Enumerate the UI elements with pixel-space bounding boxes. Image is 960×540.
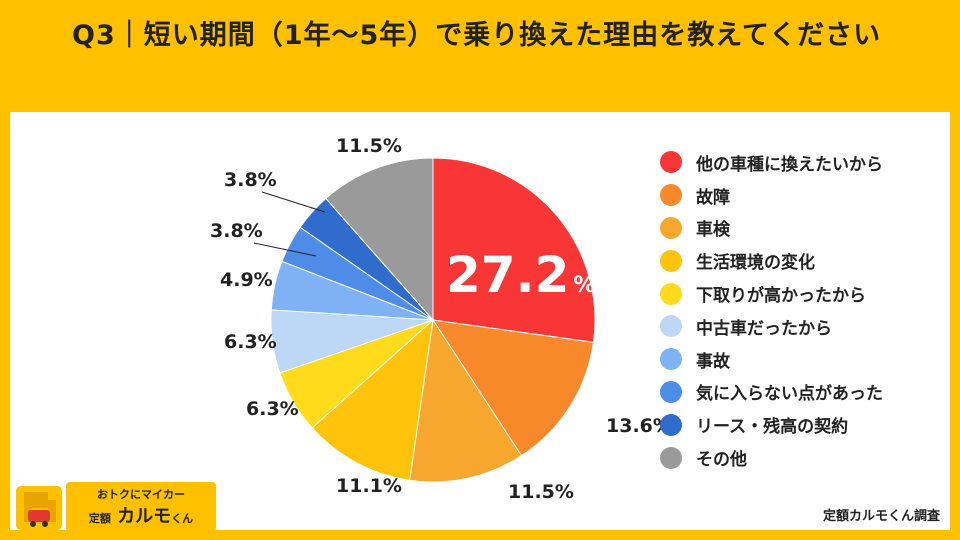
legend-swatch <box>660 446 682 469</box>
legend-item: 故障 <box>660 179 883 212</box>
legend-swatch <box>660 380 682 403</box>
logo-suffix: くん <box>171 512 194 525</box>
pie-slice <box>432 157 596 343</box>
leader-line <box>261 191 326 213</box>
leader-line <box>253 242 317 257</box>
logo-tagline: おトクにマイカー <box>97 488 185 501</box>
legend-label: 気に入らない点があった <box>696 384 883 405</box>
logo-text-box: おトクにマイカー 定額 カルモくん <box>66 482 216 532</box>
data-label: 11.5% <box>508 481 574 503</box>
legend-label: 中古車だったから <box>696 318 832 339</box>
data-label: 11.5% <box>336 135 402 157</box>
data-label: 13.6% <box>606 415 672 437</box>
legend-swatch <box>660 315 682 338</box>
legend-label: リース・残高の契約 <box>696 417 849 438</box>
legend-label: 他の車種に換えたいから <box>696 154 883 175</box>
data-label: 6.3% <box>246 398 299 420</box>
legend-label: その他 <box>696 450 747 471</box>
legend-label: 事故 <box>696 351 730 372</box>
legend-item: リース・残高の契約 <box>660 408 883 441</box>
logo-brand-name: カルモ <box>117 506 172 527</box>
legend-label: 車検 <box>696 220 730 241</box>
pie-slice <box>311 318 434 481</box>
legend-swatch <box>660 249 682 272</box>
legend-item: 他の車種に換えたいから <box>660 146 883 179</box>
pie-slice <box>325 157 434 322</box>
legend-item: 事故 <box>660 343 883 376</box>
car-logo-icon <box>16 486 62 530</box>
legend-item: 気に入らない点があった <box>660 376 883 409</box>
data-label: 11.1% <box>336 475 402 497</box>
legend-label: 生活環境の変化 <box>696 253 815 274</box>
pie-slice <box>431 319 595 457</box>
data-label: 3.8% <box>224 169 277 191</box>
data-label: 27.2% <box>446 246 595 304</box>
legend-swatch <box>660 282 682 305</box>
legend-item: その他 <box>660 441 883 474</box>
legend: 他の車種に換えたいから 故障 車検 生活環境の変化 下取りが高かったから 中古車… <box>660 146 883 474</box>
data-label: 4.9% <box>220 269 273 291</box>
logo-prefix: 定額 <box>88 512 111 525</box>
pie-slice <box>409 318 523 483</box>
page-title: Q3｜短い期間（1年～5年）で乗り換えた理由を教えてください <box>72 20 882 51</box>
legend-item: 車検 <box>660 212 883 245</box>
legend-swatch <box>660 413 682 436</box>
source-note: 定額カルモくん調査 <box>822 509 940 524</box>
legend-swatch <box>660 151 682 174</box>
data-label: 3.8% <box>210 220 263 242</box>
legend-item: 下取りが高かったから <box>660 277 883 310</box>
legend-label: 故障 <box>696 187 730 208</box>
legend-swatch <box>660 184 682 207</box>
legend-swatch <box>660 216 682 239</box>
logo-brand: 定額 カルモくん <box>66 502 216 528</box>
data-label: 6.3% <box>224 331 277 353</box>
legend-label: 下取りが高かったから <box>696 286 866 307</box>
legend-swatch <box>660 348 682 371</box>
brand-logo: おトクにマイカー 定額 カルモくん <box>14 478 216 534</box>
legend-item: 生活環境の変化 <box>660 244 883 277</box>
legend-item: 中古車だったから <box>660 310 883 343</box>
